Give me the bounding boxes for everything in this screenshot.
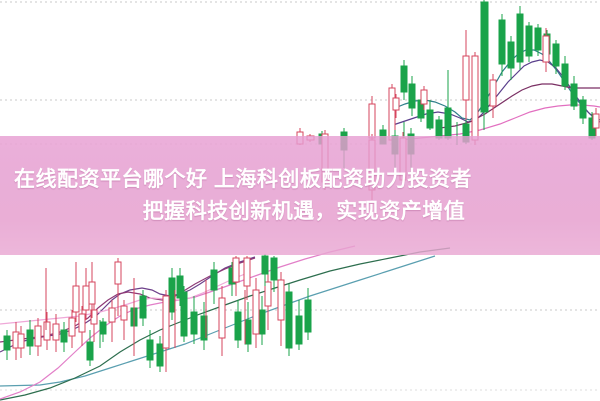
candle-group-lower [3,258,312,372]
ma-line-green-lower [0,247,451,401]
promo-banner-background [0,136,600,255]
promo-headline-line1: 在线配资平台哪个好 上海科创板配资助力投资者 [14,167,472,191]
promo-headline-line2: 把握科技创新机遇，实现资产增值 [142,199,466,223]
promo-banner: 在线配资平台哪个好 上海科创板配资助力投资者 把握科技创新机遇，实现资产增值 [0,136,600,255]
lower-panel [0,245,451,401]
